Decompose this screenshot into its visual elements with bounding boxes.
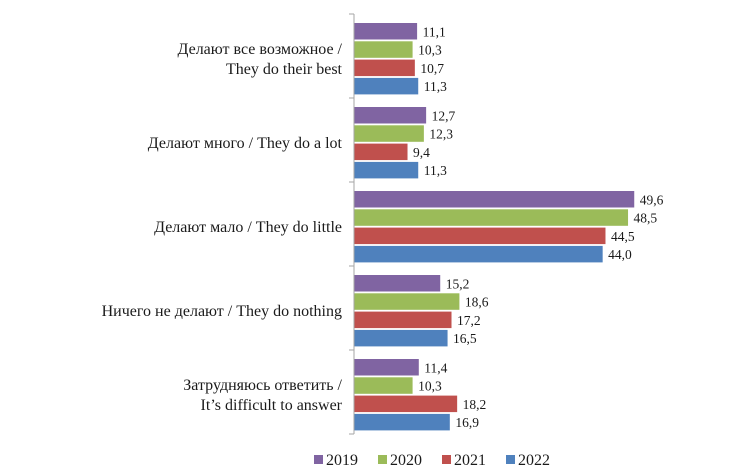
bar-2020-category-4 bbox=[354, 293, 460, 310]
data-label-2022-category-5: 16,9 bbox=[455, 415, 479, 430]
category-label-line: Затрудняюсь ответить / bbox=[183, 377, 342, 394]
data-label-2021-category-4: 17,2 bbox=[457, 313, 481, 328]
legend-swatch-2021 bbox=[442, 455, 451, 464]
category-label-3: Делают мало / They do little bbox=[154, 219, 342, 236]
legend-label-2019: 2019 bbox=[326, 452, 358, 469]
legend-swatch-2020 bbox=[378, 455, 387, 464]
data-label-2021-category-5: 18,2 bbox=[463, 397, 487, 412]
bar-2021-category-2 bbox=[354, 143, 408, 161]
data-label-2019-category-2: 12,7 bbox=[432, 108, 456, 123]
data-label-2019-category-5: 11,4 bbox=[424, 360, 447, 375]
chart-bars bbox=[354, 23, 635, 431]
bar-2019-category-2 bbox=[354, 107, 427, 124]
category-label-5: Затрудняюсь ответить / It’s difficult to … bbox=[183, 377, 342, 414]
bar-2021-category-4 bbox=[354, 311, 452, 329]
data-label-2020-category-3: 48,5 bbox=[634, 211, 658, 226]
data-label-2022-category-2: 11,3 bbox=[424, 163, 447, 178]
bar-2020-category-1 bbox=[354, 41, 413, 58]
chart-labels: 11,1 10,3 10,7 11,3 Делают все возможное / Th… bbox=[102, 24, 664, 430]
legend-swatch-2022 bbox=[506, 455, 515, 464]
bar-2020-category-2 bbox=[354, 125, 424, 142]
bar-2021-category-5 bbox=[354, 395, 458, 413]
bar-2021-category-3 bbox=[354, 227, 606, 245]
legend-label-2020: 2020 bbox=[390, 452, 422, 469]
bar-2020-category-3 bbox=[354, 209, 629, 226]
legend-swatch-2019 bbox=[314, 455, 323, 464]
bar-2020-category-5 bbox=[354, 377, 413, 394]
bar-2021-category-1 bbox=[354, 59, 415, 77]
data-label-2022-category-3: 44,0 bbox=[608, 247, 632, 262]
data-label-2019-category-4: 15,2 bbox=[446, 276, 470, 291]
bar-2022-category-3 bbox=[354, 245, 603, 263]
category-label-2: Делают много / They do a lot bbox=[148, 135, 343, 152]
legend-label-2022: 2022 bbox=[518, 452, 550, 469]
bar-2022-category-1 bbox=[354, 77, 419, 95]
category-label-line: Делают мало / They do little bbox=[154, 219, 342, 236]
data-label-2020-category-4: 18,6 bbox=[465, 295, 489, 310]
data-label-2020-category-2: 12,3 bbox=[429, 127, 453, 142]
bar-2019-category-3 bbox=[354, 191, 635, 208]
data-label-2019-category-1: 11,1 bbox=[423, 24, 446, 39]
chart-legend: 2019 2020 2021 2022 bbox=[314, 452, 550, 469]
data-label-2021-category-2: 9,4 bbox=[413, 145, 430, 160]
chart-axis bbox=[349, 13, 355, 435]
data-label-2021-category-1: 10,7 bbox=[420, 61, 444, 76]
data-label-2019-category-3: 49,6 bbox=[640, 192, 664, 207]
bar-2019-category-1 bbox=[354, 23, 418, 40]
category-label-4: Ничего не делают / They do nothing bbox=[102, 303, 342, 320]
category-label-line: They do their best bbox=[226, 61, 343, 78]
legend-label-2021: 2021 bbox=[454, 452, 486, 469]
bar-2019-category-5 bbox=[354, 359, 419, 376]
category-label-line: Делают все возможное / bbox=[177, 41, 342, 58]
data-label-2022-category-1: 11,3 bbox=[424, 79, 447, 94]
bar-2022-category-5 bbox=[354, 413, 450, 431]
category-label-line: Ничего не делают / They do nothing bbox=[102, 303, 342, 320]
data-label-2022-category-4: 16,5 bbox=[453, 331, 477, 346]
data-label-2020-category-5: 10,3 bbox=[418, 379, 442, 394]
data-label-2020-category-1: 10,3 bbox=[418, 43, 442, 58]
category-label-line: Делают много / They do a lot bbox=[148, 135, 343, 152]
category-label-line: It’s difficult to answer bbox=[201, 397, 343, 414]
category-label-1: Делают все возможное / They do their best bbox=[177, 41, 342, 78]
data-label-2021-category-3: 44,5 bbox=[611, 229, 635, 244]
bar-2019-category-4 bbox=[354, 275, 441, 292]
bar-2022-category-4 bbox=[354, 329, 448, 347]
bar-2022-category-2 bbox=[354, 161, 419, 179]
